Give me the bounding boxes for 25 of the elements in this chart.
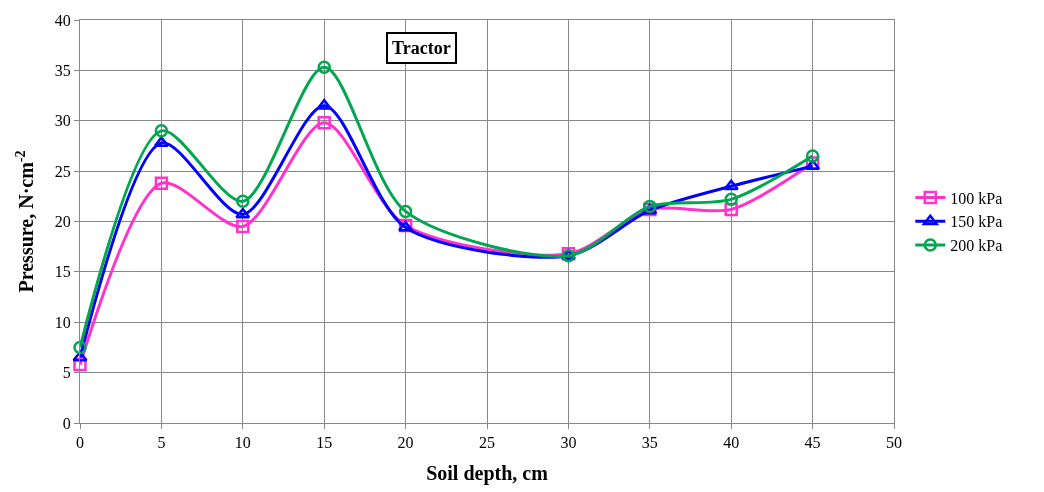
x-tick-label: 40 <box>723 434 740 452</box>
y-tick-label: 25 <box>54 162 71 180</box>
x-tick-label: 35 <box>641 434 658 452</box>
legend-label: 150 kPa <box>950 213 1003 231</box>
y-tick-label: 30 <box>54 112 71 130</box>
y-tick-label: 0 <box>62 414 71 432</box>
legend-label: 100 kPa <box>950 189 1003 207</box>
y-tick-label: 35 <box>54 61 71 79</box>
x-tick-label: 50 <box>886 434 902 452</box>
x-tick-label: 10 <box>234 434 251 452</box>
x-tick-label: 30 <box>560 434 577 452</box>
legend-label: 200 kPa <box>950 237 1003 255</box>
y-tick-label: 40 <box>54 11 71 29</box>
y-tick-label: 15 <box>54 263 71 281</box>
y-tick-label: 10 <box>54 313 71 331</box>
x-tick-label: 45 <box>804 434 821 452</box>
x-axis-title: Soil depth, cm <box>426 461 549 485</box>
x-tick-label: 15 <box>316 434 333 452</box>
y-tick-label: 5 <box>62 364 71 382</box>
x-tick-label: 25 <box>479 434 495 452</box>
text: Tractor <box>392 38 451 58</box>
x-tick-label: 0 <box>76 434 84 452</box>
y-tick-label: 20 <box>54 213 71 231</box>
x-tick-label: 5 <box>157 434 166 452</box>
x-tick-label: 20 <box>397 434 414 452</box>
